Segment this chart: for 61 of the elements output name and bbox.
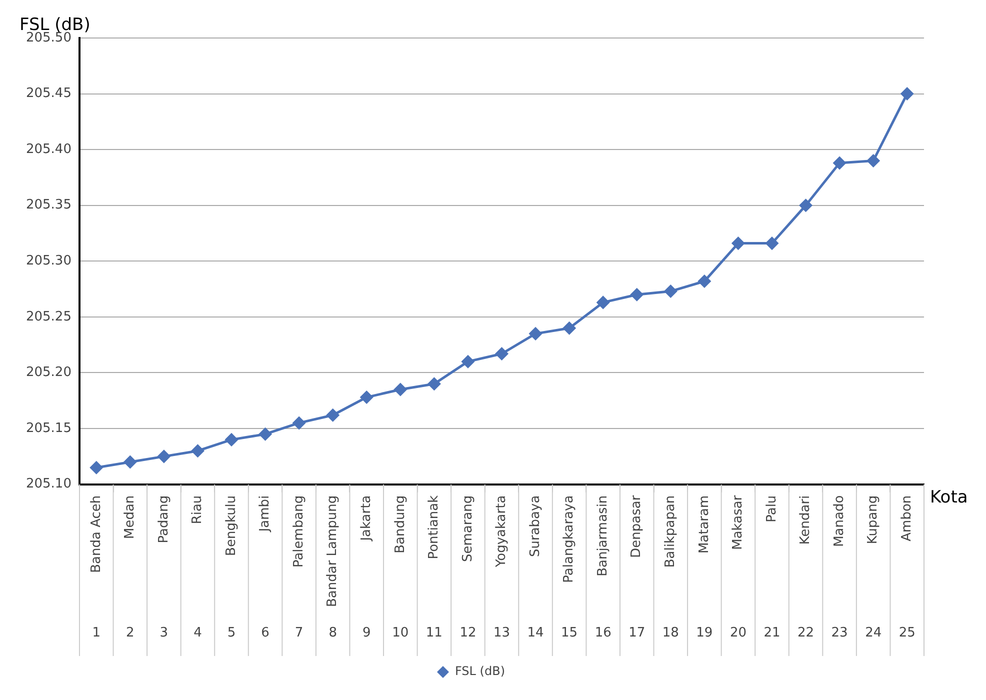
y-tick-label: 205.10 [26, 476, 72, 492]
x-tick-label: Medan [122, 495, 138, 539]
x-tick-label: Semarang [460, 495, 476, 562]
point [90, 461, 103, 474]
point [158, 450, 170, 463]
x-tick-label: Jakarta [358, 495, 374, 542]
x-tick-label: Manado [832, 495, 847, 547]
legend-label: FSL (dB) [454, 664, 506, 678]
y-tick-label: 205.45 [26, 86, 72, 102]
y-tick-label: 205.20 [26, 365, 72, 380]
x-tick-label: Ambon [899, 495, 914, 542]
x-tick-label: Riau [190, 495, 206, 524]
point [292, 416, 306, 430]
x-tick-label: Pontianak [426, 494, 442, 560]
point [596, 296, 610, 309]
x-tick-label: Makasar [730, 494, 746, 550]
point [124, 456, 136, 468]
point [529, 327, 542, 340]
text: 1 2 3 4 5 6 7 8 9 10 11 12 13 14 15 16 17 18 19 20 21 22 23 24 25 [92, 626, 916, 640]
point [833, 156, 846, 170]
y-tick-label: 205.30 [26, 254, 72, 269]
x-tick-label: Bengkulu [224, 495, 239, 556]
point [698, 275, 711, 288]
point [428, 378, 440, 390]
x-tick-label: Bandar Lampung [325, 495, 340, 608]
x-tick-label: Banjarmasin [595, 495, 610, 576]
point [900, 88, 914, 100]
y-tick-label: 205.25 [26, 309, 72, 324]
point [800, 199, 812, 212]
x-tick-label: Balikpapan [663, 495, 678, 568]
x-tick-label: Mataram [696, 495, 712, 554]
point [563, 322, 576, 334]
point [394, 383, 407, 396]
x-tick-label: Kendari [798, 495, 814, 545]
x-tick-label: Banda Aceh [88, 495, 104, 573]
x-tick-label: Palangkaraya [562, 495, 577, 583]
x-axis-title: Kota [930, 488, 968, 508]
x-tick-label: Surabaya [528, 495, 543, 558]
x-tick-label: Padang [156, 495, 172, 544]
y-tick-label: 205.35 [26, 198, 72, 213]
point [462, 355, 474, 368]
point [225, 433, 238, 446]
x-tick-label: Kupang [866, 495, 881, 544]
point [326, 408, 340, 422]
point [766, 237, 778, 250]
x-tick-label: Denpasar [629, 494, 644, 558]
x-tick-label: Jambi [258, 495, 273, 533]
point [360, 391, 373, 404]
point [630, 288, 644, 301]
point [867, 154, 880, 167]
point [259, 428, 272, 440]
x-tick-label: Palembang [291, 495, 306, 568]
point [664, 285, 677, 298]
point [191, 444, 204, 458]
y-tick-label: 205.40 [26, 142, 72, 157]
x-tick-label: Yogyakarta [494, 495, 510, 568]
x-tick-label: Palu [764, 495, 780, 522]
y-tick-label: 205.15 [26, 420, 72, 436]
point [495, 348, 508, 360]
point [732, 237, 744, 250]
x-tick-label: Bandung [392, 495, 408, 554]
